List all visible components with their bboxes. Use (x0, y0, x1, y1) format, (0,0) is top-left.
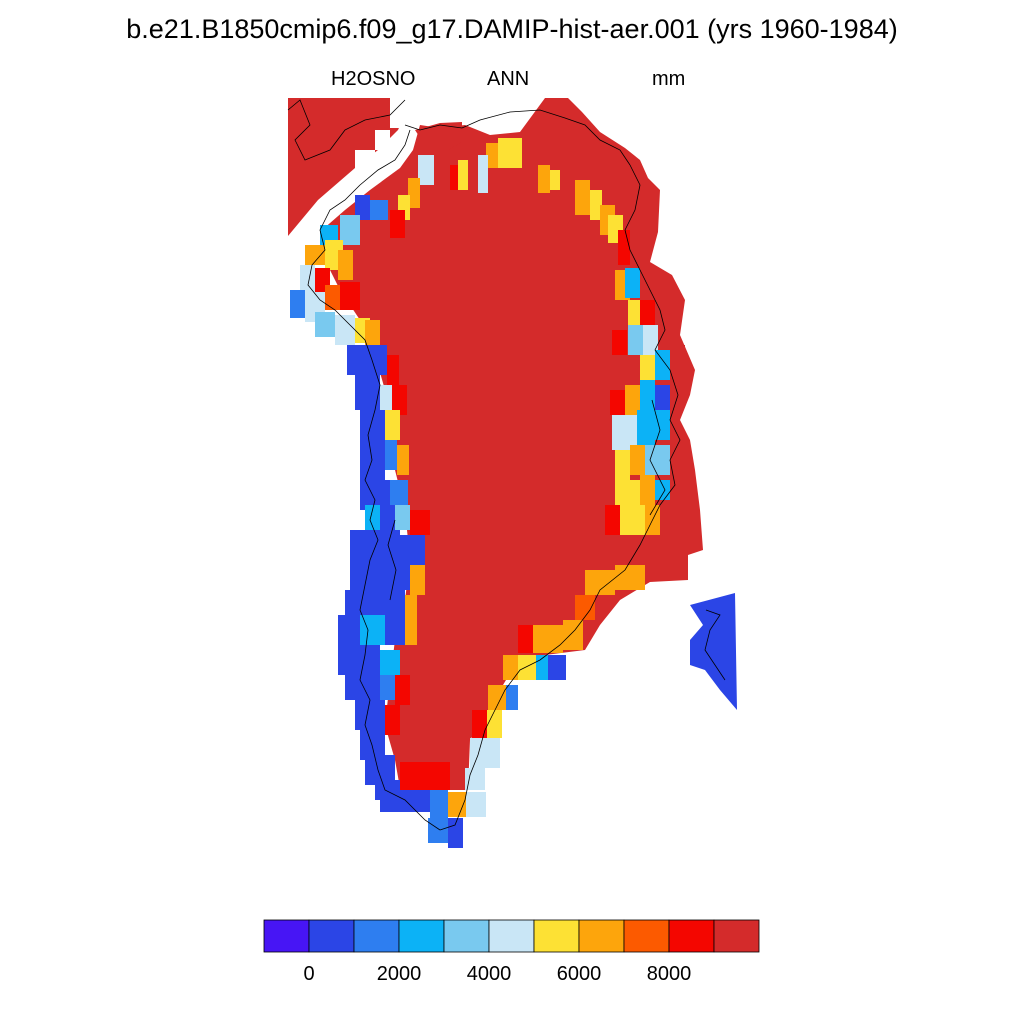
colorbar-box (578, 919, 625, 953)
colorbar-box (533, 919, 580, 953)
colorbar-tick-label: 6000 (557, 963, 602, 985)
variable-label: H2OSNO (331, 68, 416, 90)
colorbar-tick-label: 0 (303, 963, 314, 985)
coastal-cells (290, 98, 685, 848)
colorbar-tick-label: 4000 (467, 963, 512, 985)
colorbar-tick-label: 8000 (647, 963, 692, 985)
season-label: ANN (487, 68, 530, 90)
colorbar-box (623, 919, 670, 953)
colorbar-box (398, 919, 445, 953)
greenland-map (287, 98, 737, 848)
colorbar-box (443, 919, 490, 953)
colorbar-tick-label: 2000 (377, 963, 422, 985)
units-label: mm (652, 68, 686, 90)
colorbar-box (353, 919, 400, 953)
plot-title: b.e21.B1850cmip6.f09_g17.DAMIP-hist-aer.… (126, 14, 898, 44)
colorbar-box (668, 919, 715, 953)
colorbar-box (308, 919, 355, 953)
colorbar-box (488, 919, 535, 953)
colorbar-tick-labels: 0 2000 4000 6000 8000 (303, 963, 691, 985)
colorbar-boxes (263, 919, 760, 953)
coastline-lines (287, 99, 726, 831)
east-landmass (690, 593, 737, 710)
colorbar-box (713, 919, 760, 953)
colorbar-box (263, 919, 310, 953)
